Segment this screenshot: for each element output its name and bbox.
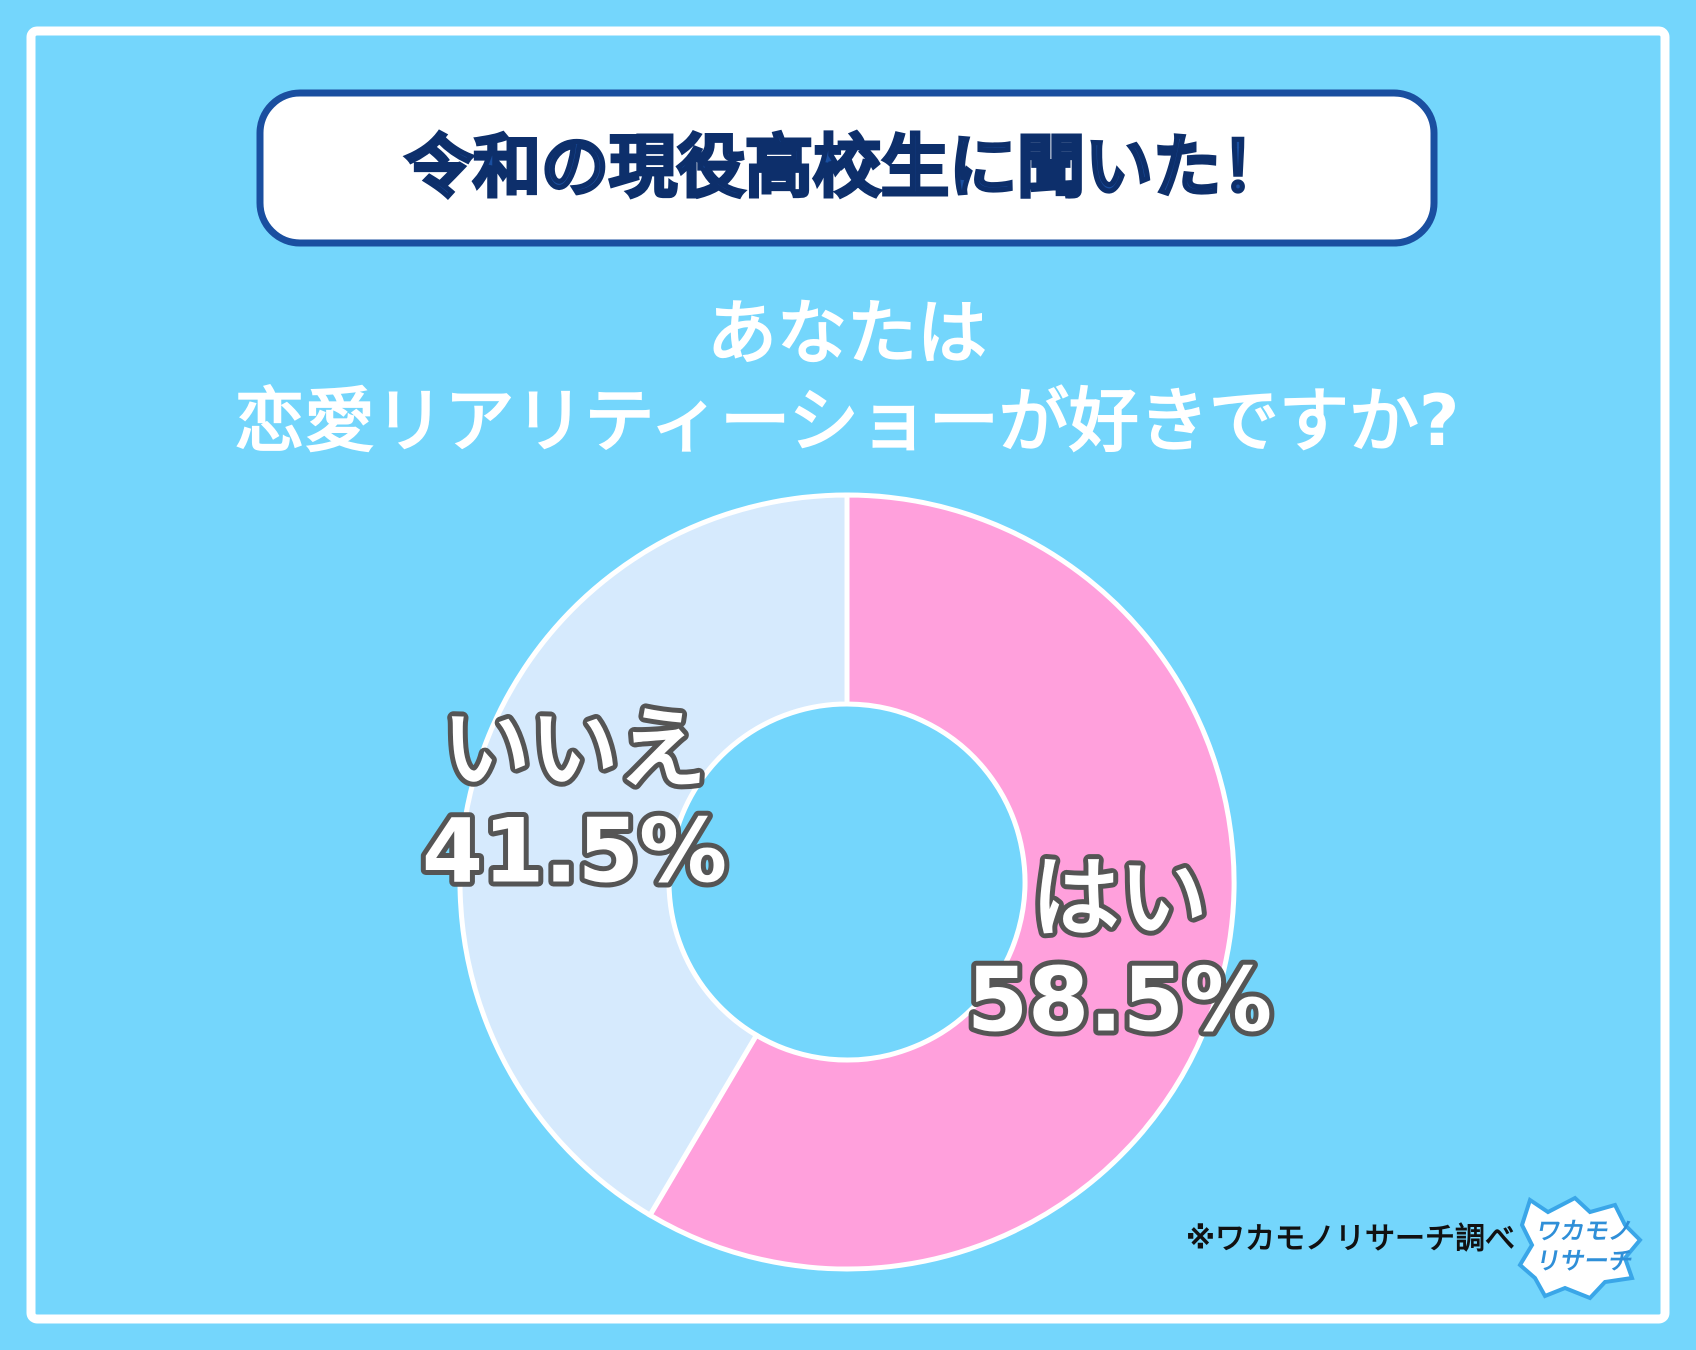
logo: ワカモノ リサーチ: [1517, 1195, 1643, 1301]
frame: [26, 26, 1670, 1324]
logo-text: リサーチ: [1534, 1247, 1635, 1275]
subtitle-line: あなたは: [707, 292, 987, 374]
logo-text: ワカモノ: [1535, 1217, 1636, 1245]
donut: [457, 492, 1237, 1272]
chart-title: 令和の現役高校生に聞いた！: [405, 129, 1289, 208]
slice-value-label: 58.5%: [967, 948, 1272, 1051]
title-banner: [256, 89, 1438, 247]
donut-slice: [646, 492, 1237, 1272]
source-note: ※ワカモノリサーチ調べ: [1186, 1222, 1515, 1257]
slice-category-label: はい: [1031, 846, 1207, 949]
logo-badge: [1517, 1195, 1643, 1301]
donut-slice: [457, 492, 850, 1219]
slice-value-label: 41.5%: [422, 799, 727, 902]
slice-category-label: いいえ: [443, 697, 707, 800]
subtitle-line: 恋愛リアリティーショーが好きですか?: [234, 380, 1459, 462]
